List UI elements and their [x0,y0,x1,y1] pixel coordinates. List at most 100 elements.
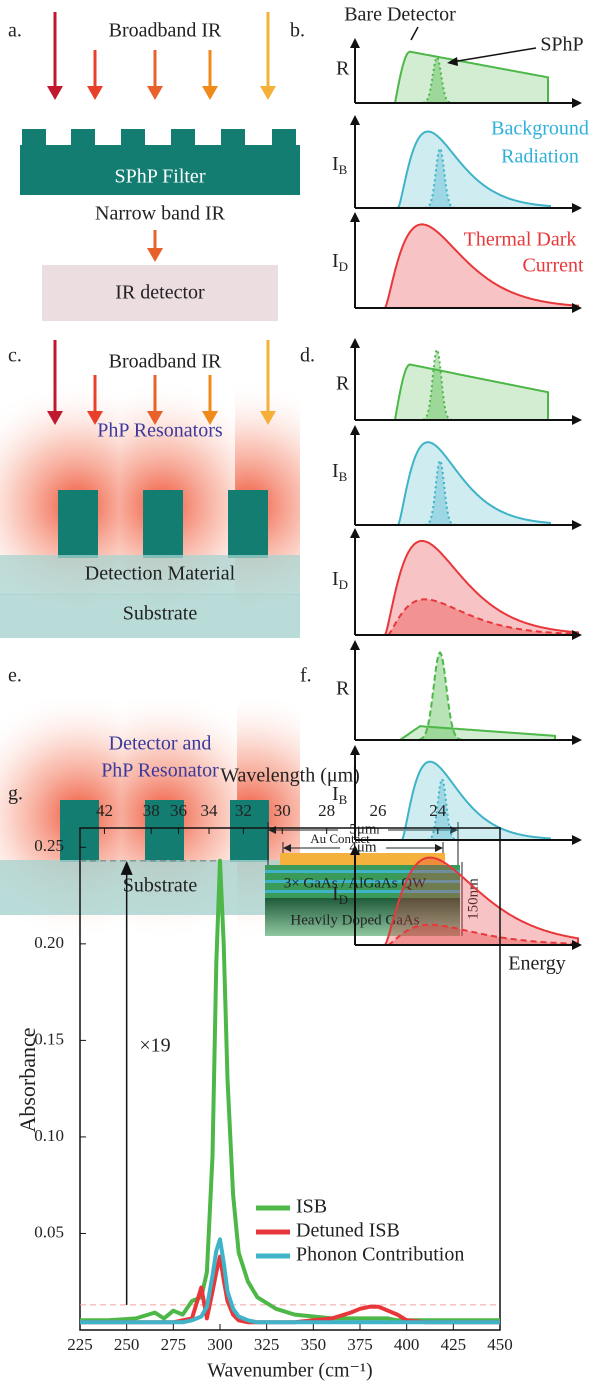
axis-symbol-sub: B [339,792,348,807]
inset-label: 5μm [349,821,377,837]
x2-tick-label: 30 [274,801,291,820]
schematic-curve [396,725,556,741]
axis-arrowhead [572,98,582,108]
axis-arrowhead [350,845,360,855]
axis-arrowhead [572,303,582,313]
pointer [451,47,537,63]
energy-label: Energy [508,953,565,975]
x2-tick-label: 28 [318,801,335,820]
x-tick-label: 275 [161,1335,187,1354]
schematic-curve [383,540,579,636]
axis-arrowhead [572,520,582,530]
x2-tick-label: 36 [170,801,187,820]
plot-frame [79,827,501,1331]
transmitted-label: Narrow band IR [95,203,226,225]
axis-symbol: ID [332,568,348,592]
x-tick-label: 325 [254,1335,280,1354]
x2-tick-label: 26 [369,801,386,820]
resonator-pillars [58,490,268,558]
ir-arrowhead [147,86,163,100]
resonator-label: PhP Resonator [101,760,219,782]
sphp-label: SPhP [540,34,583,56]
substrate [0,594,300,638]
axis-symbol-main: I [332,783,339,805]
axis-arrowhead [350,745,360,755]
inset-label: Au Contact [310,831,370,846]
legend-label: Detuned ISB [296,1220,400,1242]
x-tick-label: 225 [67,1335,93,1354]
x2-tick-label: 32 [235,801,252,820]
axis-symbol-sub: D [339,259,348,274]
axis-symbol: R [336,58,350,80]
axis-symbol-main: I [332,568,339,590]
filter-label: SPhP Filter [115,166,206,188]
panel-label: d. [300,345,315,367]
sphp-filter [20,129,300,195]
panel-label: f. [300,665,312,687]
schematic-curve [393,50,549,104]
x2-tick-label: 34 [201,801,219,820]
x2-tick-label: 38 [143,801,160,820]
x2-axis-title: Wavelength (μm) [220,765,360,787]
y-axis-title: Absorbance [15,1027,40,1132]
axis-arrowhead [572,835,582,845]
substrate-label: Substrate [123,875,198,897]
dark-current-note: Current [522,255,584,277]
bare-label: Bare Detector [344,4,456,26]
ir-arrowhead [47,86,63,100]
series-line [80,858,500,1323]
panel-label: g. [8,783,23,805]
legend-label: ISB [296,1196,327,1218]
axis-symbol: IB [332,153,348,177]
ratio-label: ×19 [139,1035,170,1057]
ir-arrowhead [87,86,103,100]
ir-detector [42,265,278,321]
y-tick-label: 0.25 [34,836,64,855]
axis-arrowhead [572,630,582,640]
resonator-label: Detector and [109,733,212,755]
panel-label: c. [8,345,22,367]
x-tick-label: 425 [441,1335,467,1354]
x-tick-label: 450 [487,1335,513,1354]
axis-symbol-main: I [332,153,339,175]
x-tick-label: 375 [347,1335,373,1354]
schematic-curve [400,760,551,841]
axis-symbol: IB [332,460,348,484]
pointer-head [447,57,458,66]
x-tick-label: 250 [114,1335,140,1354]
axis-symbol-sub: D [339,577,348,592]
panel-label: a. [8,20,22,42]
detection-layer [0,555,300,595]
ir-arrowhead [260,86,276,100]
axis-arrowhead [572,940,582,950]
schematic-curve [385,598,579,636]
axis-arrowhead [350,640,360,650]
background-note: Radiation [501,146,579,168]
y-tick-label: 0.15 [34,1029,64,1048]
axis-arrowhead [572,415,582,425]
incident-label: Broadband IR [109,351,222,373]
incident-label: Broadband IR [109,20,222,42]
background-note: Background [491,118,589,140]
dark-current-note: Thermal Dark [464,229,577,251]
resonator-label: PhP Resonators [97,420,223,442]
inset-label: 150nm [465,878,481,920]
pointer [410,26,419,41]
axis-symbol-sub: D [339,892,348,907]
schematic-curve [396,130,551,209]
y-tick-label: 0.20 [34,933,64,952]
y-tick-label: 0.10 [34,1126,64,1145]
ir-arrowhead [260,411,276,425]
series-line [80,1237,500,1325]
panel-label: e. [8,665,22,687]
substrate-label: Substrate [123,603,198,625]
ratio-arrowhead [120,860,133,875]
ir-arrowhead [47,411,63,425]
axis-arrowhead [350,38,360,48]
axis-arrowhead [350,212,360,222]
x-tick-label: 400 [394,1335,420,1354]
axis-arrowhead [572,735,582,745]
ir-arrowhead [202,86,218,100]
